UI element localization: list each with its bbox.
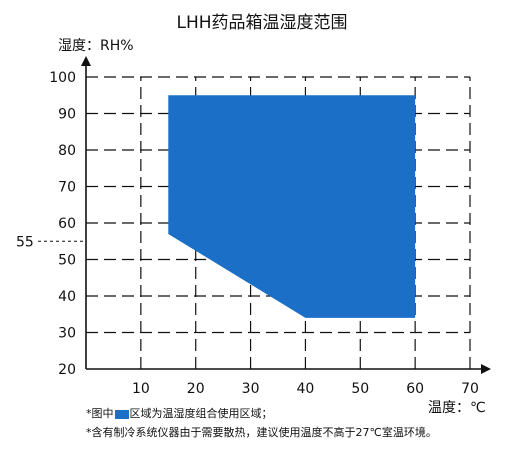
note-line-1-prefix: *图中 xyxy=(86,407,114,420)
y-axis-arrow-icon xyxy=(81,56,91,66)
y-tick-label-20: 20 xyxy=(58,362,76,378)
usage-region xyxy=(168,95,416,318)
x-tick-label-50: 50 xyxy=(351,381,369,397)
annotation-label: 55 xyxy=(16,234,34,250)
y-tick-label-100: 100 xyxy=(49,70,76,86)
x-axis-arrow-icon xyxy=(481,364,491,374)
x-tick-label-70: 70 xyxy=(461,381,479,397)
note-line-2: *含有制冷系统仪器由于需要散热，建议使用温度不高于27℃室温环境。 xyxy=(86,426,437,439)
x-tick-label-10: 10 xyxy=(132,381,150,397)
x-tick-label-30: 30 xyxy=(242,381,260,397)
note-line-1: *图中 区域为温湿度组合使用区域； xyxy=(86,404,437,423)
axes xyxy=(81,56,491,374)
note-line-1-suffix: 区域为温湿度组合使用区域； xyxy=(129,407,273,420)
y-tick-label-70: 70 xyxy=(58,180,76,196)
x-tick-label-40: 40 xyxy=(297,381,315,397)
y-tick-label-30: 30 xyxy=(58,326,76,342)
x-axis-label: 温度：℃ xyxy=(428,400,486,416)
x-tick-label-20: 20 xyxy=(187,381,205,397)
y-tick-label-80: 80 xyxy=(58,143,76,159)
y-tick-label-90: 90 xyxy=(58,107,76,123)
x-tick-label-60: 60 xyxy=(406,381,424,397)
chart-title: LHH药品箱温湿度范围 xyxy=(176,13,347,33)
chart-notes: *图中 区域为温湿度组合使用区域； *含有制冷系统仪器由于需要散热，建议使用温度不… xyxy=(86,404,437,442)
y-tick-label-40: 40 xyxy=(58,289,76,305)
blue-swatch-icon xyxy=(114,409,129,419)
annotation: 55 xyxy=(16,234,86,250)
y-tick-label-50: 50 xyxy=(58,253,76,269)
tick-labels: 20 30 40 50 60 70 80 90 100 10 20 30 40 50 60 70 xyxy=(49,70,479,397)
y-tick-label-60: 60 xyxy=(58,216,76,232)
y-axis-label: 湿度：RH% xyxy=(58,38,134,54)
